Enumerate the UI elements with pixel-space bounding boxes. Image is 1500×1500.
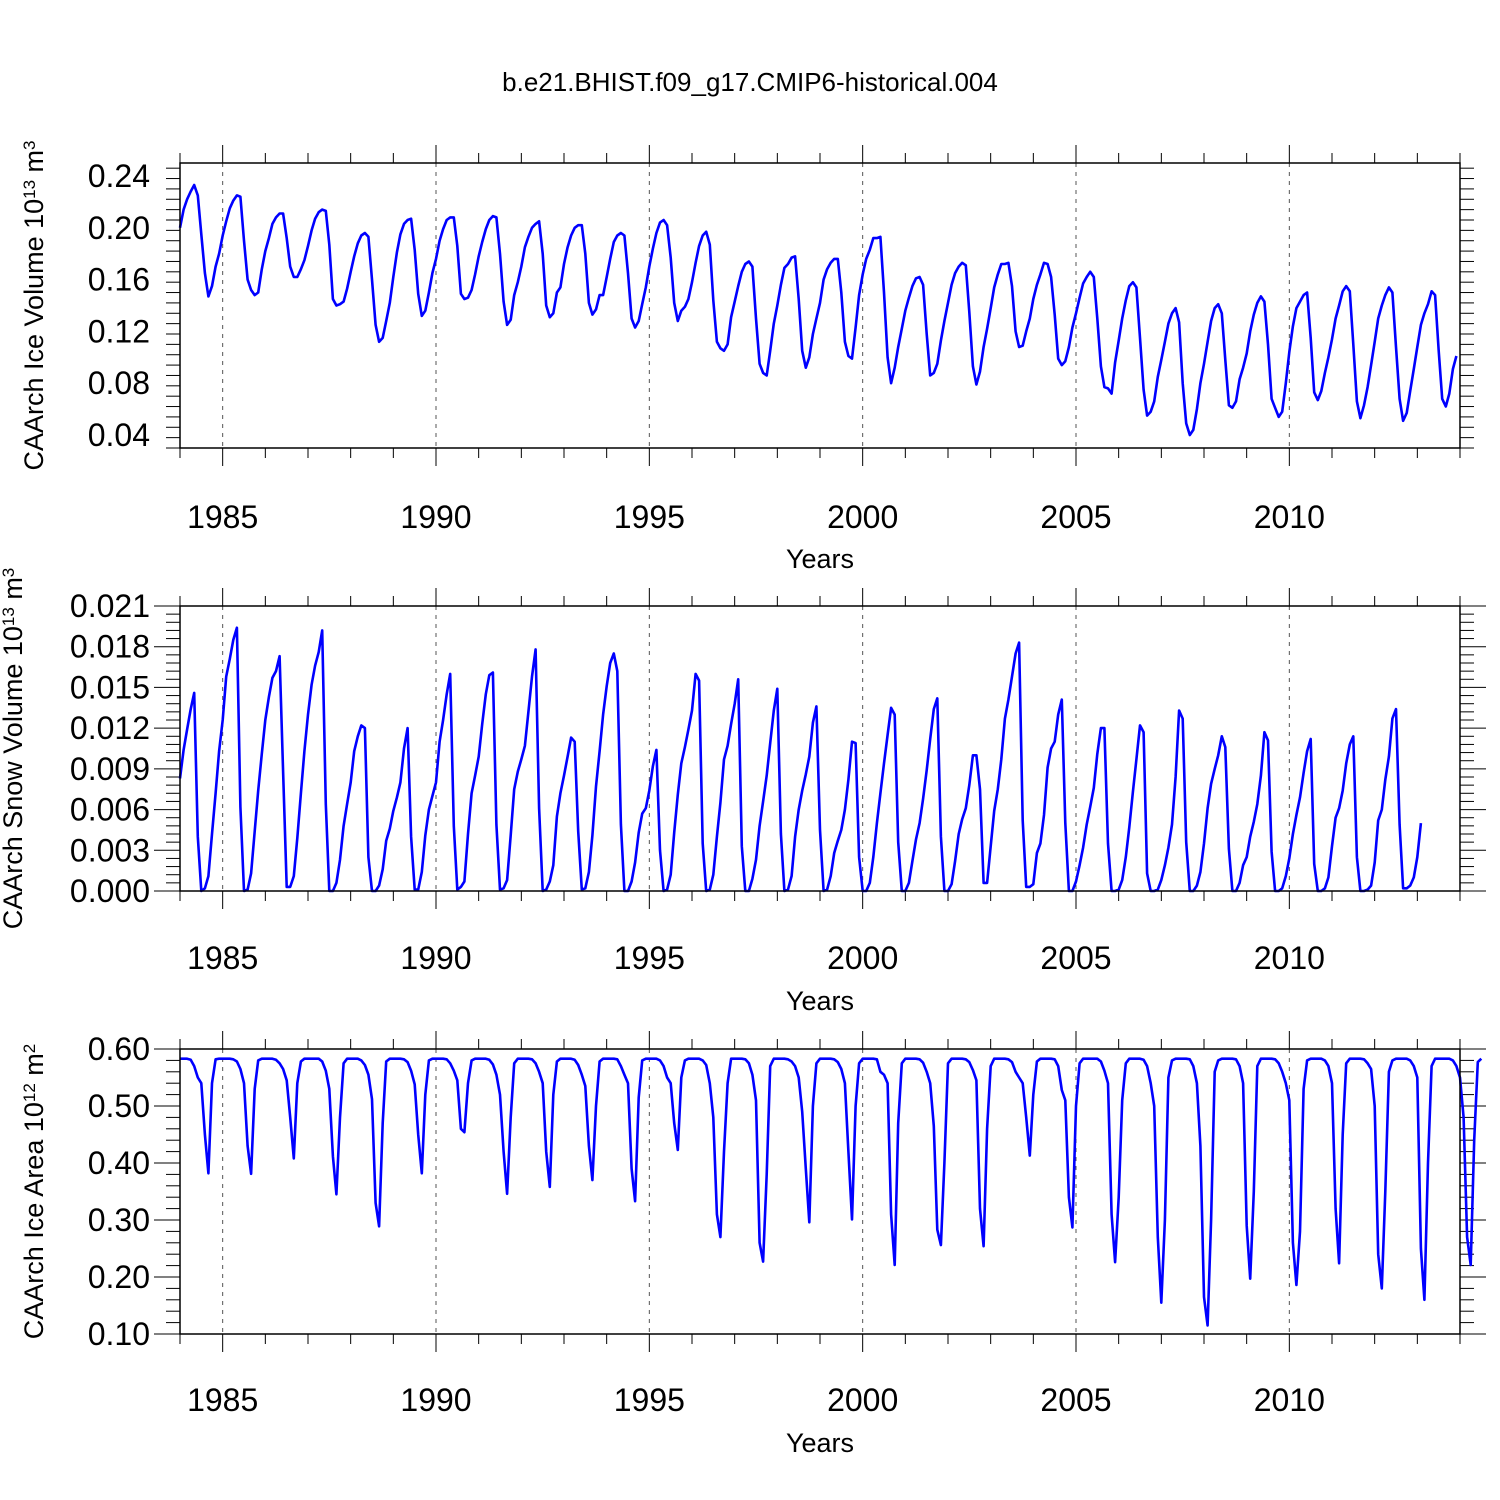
x-tick-label: 1985 [187,940,258,976]
plot-frame [179,1048,1461,1335]
x-tick-label: 2005 [1040,940,1111,976]
x-axis-label: Years [786,544,854,574]
plot-frame [179,162,1461,449]
y-tick-label: 0.60 [88,1031,150,1067]
panel-ice-area: 0.10 0.20 0.30 0.40 0.50 0.60 1985 1990 1995 2000… [19,1031,1486,1458]
x-tick-label: 1995 [614,1382,685,1418]
x-tick-label: 1990 [400,940,471,976]
x-tick-label: 2000 [827,1382,898,1418]
y-tick-label: 0.009 [70,751,150,787]
y-tick-label: 0.12 [88,313,150,349]
y-tick-label: 0.10 [88,1316,150,1352]
x-tick-label: 1990 [400,499,471,535]
y-tick-label: 0.04 [88,417,150,453]
y-tick-label: 0.20 [88,210,150,246]
y-tick-label: 0.20 [88,1259,150,1295]
x-tick-label: 1985 [187,1382,258,1418]
y-tick-label: 0.006 [70,792,150,828]
y-tick-label: 0.000 [70,873,150,909]
x-tick-label: 1995 [614,499,685,535]
x-tick-label: 2000 [827,940,898,976]
series-line-ice-area [180,1057,1483,1327]
y-tick-label: 0.015 [70,669,150,705]
x-axis-label: Years [786,986,854,1016]
y-axis-label: CAArch Ice Area 1012 m2 [19,1044,49,1340]
plot-frame [179,605,1461,892]
y-tick-label: 0.30 [88,1202,150,1238]
x-tick-label: 2010 [1254,1382,1325,1418]
y-axis-label: CAArch Ice Volume 1013 m3 [19,140,49,470]
panel-ice-volume: 0.04 0.08 0.12 0.16 0.20 0.24 1985 1990 1995 2000… [19,140,1474,574]
x-tick-label: 1985 [187,499,258,535]
figure-title: b.e21.BHIST.f09_g17.CMIP6-historical.004 [502,67,998,97]
y-tick-label: 0.50 [88,1088,150,1124]
series-line-snow-volume [178,626,1423,893]
y-tick-label: 0.003 [70,832,150,868]
x-axis-label: Years [786,1428,854,1458]
y-tick-label: 0.24 [88,158,150,194]
x-tick-label: 1995 [614,940,685,976]
x-tick-label: 2010 [1254,499,1325,535]
series-line-ice-volume [178,183,1458,437]
y-tick-label: 0.012 [70,710,150,746]
y-tick-label: 0.08 [88,365,150,401]
y-tick-label: 0.018 [70,629,150,665]
y-axis-label: CAArch Snow Volume 1013 m3 [0,568,28,930]
x-tick-label: 2000 [827,499,898,535]
x-tick-label: 2005 [1040,1382,1111,1418]
y-tick-label: 0.40 [88,1145,150,1181]
x-tick-label: 2010 [1254,940,1325,976]
x-tick-label: 1990 [400,1382,471,1418]
x-tick-label: 2005 [1040,499,1111,535]
y-tick-label: 0.021 [70,588,150,624]
y-tick-label: 0.16 [88,262,150,298]
panel-snow-volume: 0.000 0.003 0.006 0.009 0.012 0.015 0.018 0.021… [0,568,1486,1016]
